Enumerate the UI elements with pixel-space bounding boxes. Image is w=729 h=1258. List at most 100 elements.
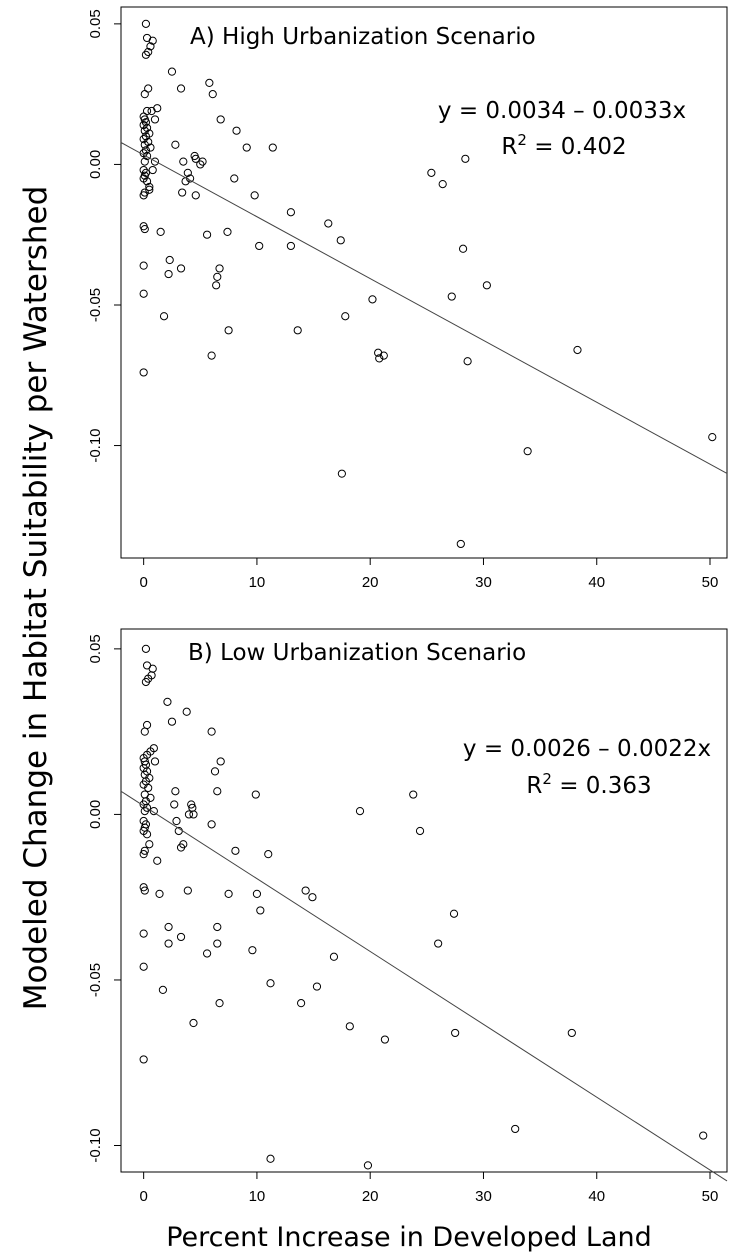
data-point bbox=[380, 1035, 390, 1044]
r2-value-a: = 0.402 bbox=[527, 134, 627, 160]
x-tick-label: 0 bbox=[139, 1188, 147, 1205]
equation-b: y = 0.0026 – 0.0022x bbox=[463, 736, 711, 762]
data-point bbox=[141, 644, 151, 653]
data-point bbox=[141, 118, 151, 127]
data-point bbox=[523, 447, 532, 456]
data-point bbox=[170, 800, 179, 809]
data-point bbox=[146, 143, 155, 152]
data-point bbox=[165, 255, 174, 265]
y-tick-label: -0.05 bbox=[87, 288, 104, 322]
data-point bbox=[140, 90, 149, 99]
data-point bbox=[139, 368, 148, 377]
data-point bbox=[230, 174, 239, 183]
data-point bbox=[251, 790, 260, 799]
data-point bbox=[142, 720, 152, 730]
data-point bbox=[215, 264, 224, 273]
data-point bbox=[183, 886, 192, 895]
data-point bbox=[427, 168, 436, 177]
data-point bbox=[164, 939, 173, 948]
data-point bbox=[208, 90, 217, 99]
data-point bbox=[482, 281, 491, 290]
data-point bbox=[434, 939, 443, 948]
data-point bbox=[139, 929, 148, 938]
data-point bbox=[415, 826, 425, 836]
data-point bbox=[286, 208, 296, 217]
x-tick-label: 50 bbox=[702, 1188, 719, 1205]
data-point bbox=[297, 999, 306, 1008]
x-tick-label: 40 bbox=[588, 1188, 605, 1205]
data-point bbox=[176, 264, 186, 273]
data-point bbox=[341, 312, 350, 321]
data-point bbox=[308, 893, 317, 902]
data-point bbox=[179, 157, 188, 166]
data-point bbox=[139, 883, 148, 892]
data-point bbox=[224, 889, 233, 898]
data-point bbox=[196, 160, 205, 169]
data-point bbox=[191, 154, 200, 163]
r-squared-a: R2 = 0.402 bbox=[501, 131, 626, 160]
data-point bbox=[141, 677, 151, 687]
data-point bbox=[213, 787, 222, 796]
data-point bbox=[213, 939, 222, 948]
y-tick-label: 0.05 bbox=[87, 9, 104, 38]
r2-superscript-b: 2 bbox=[542, 770, 552, 788]
x-tick-label: 30 bbox=[475, 1188, 492, 1205]
data-point bbox=[216, 115, 225, 124]
data-point bbox=[375, 354, 384, 363]
data-point bbox=[286, 241, 296, 251]
data-point bbox=[183, 168, 192, 177]
data-point bbox=[144, 783, 153, 793]
data-point bbox=[379, 351, 388, 360]
data-point bbox=[145, 840, 154, 849]
data-point bbox=[210, 767, 220, 776]
data-point bbox=[182, 707, 191, 716]
y-tick-label: -0.05 bbox=[87, 963, 104, 997]
data-point bbox=[139, 165, 148, 175]
x-tick-label: 20 bbox=[362, 1188, 379, 1205]
data-point bbox=[149, 744, 158, 753]
data-point bbox=[205, 78, 214, 88]
data-point bbox=[216, 757, 225, 766]
data-point bbox=[164, 922, 173, 932]
data-point bbox=[150, 157, 160, 166]
data-point bbox=[255, 241, 264, 251]
data-point bbox=[176, 84, 186, 93]
y-axis-label: Modeled Change in Habitat Suitability pe… bbox=[18, 186, 54, 1011]
fit-line-b bbox=[120, 790, 728, 1182]
data-point bbox=[438, 180, 447, 189]
data-point bbox=[158, 985, 168, 994]
data-point bbox=[207, 351, 216, 360]
data-point bbox=[149, 807, 158, 816]
r2-value-b: = 0.363 bbox=[552, 773, 652, 799]
data-point bbox=[248, 946, 257, 955]
data-point bbox=[153, 856, 162, 865]
data-point bbox=[164, 269, 173, 279]
data-point bbox=[144, 47, 153, 57]
data-point bbox=[178, 188, 187, 197]
data-point bbox=[573, 345, 582, 355]
data-point bbox=[167, 717, 177, 726]
data-point bbox=[189, 1018, 198, 1028]
r-squared-b: R2 = 0.363 bbox=[526, 770, 651, 799]
data-point bbox=[139, 135, 148, 144]
data-point bbox=[511, 1124, 520, 1134]
data-point bbox=[355, 807, 365, 816]
data-point bbox=[312, 982, 322, 991]
data-point bbox=[202, 949, 212, 958]
x-tick-label: 40 bbox=[588, 574, 605, 591]
data-point bbox=[141, 19, 151, 28]
data-point bbox=[409, 790, 418, 799]
panel-b: 0.05 0.00 -0.05 -0.10 0 10 20 30 40 50 B) Low Ur… bbox=[87, 628, 728, 1205]
data-point bbox=[145, 185, 154, 194]
data-point bbox=[207, 820, 216, 829]
data-point bbox=[189, 810, 198, 819]
data-point bbox=[264, 850, 273, 859]
data-point bbox=[140, 126, 149, 135]
data-point bbox=[336, 236, 345, 245]
data-point bbox=[461, 154, 470, 163]
x-tick-label: 20 bbox=[362, 574, 379, 591]
data-point bbox=[140, 886, 149, 895]
x-tick-label: 10 bbox=[249, 574, 266, 591]
data-point bbox=[250, 191, 259, 200]
data-point bbox=[155, 889, 164, 898]
